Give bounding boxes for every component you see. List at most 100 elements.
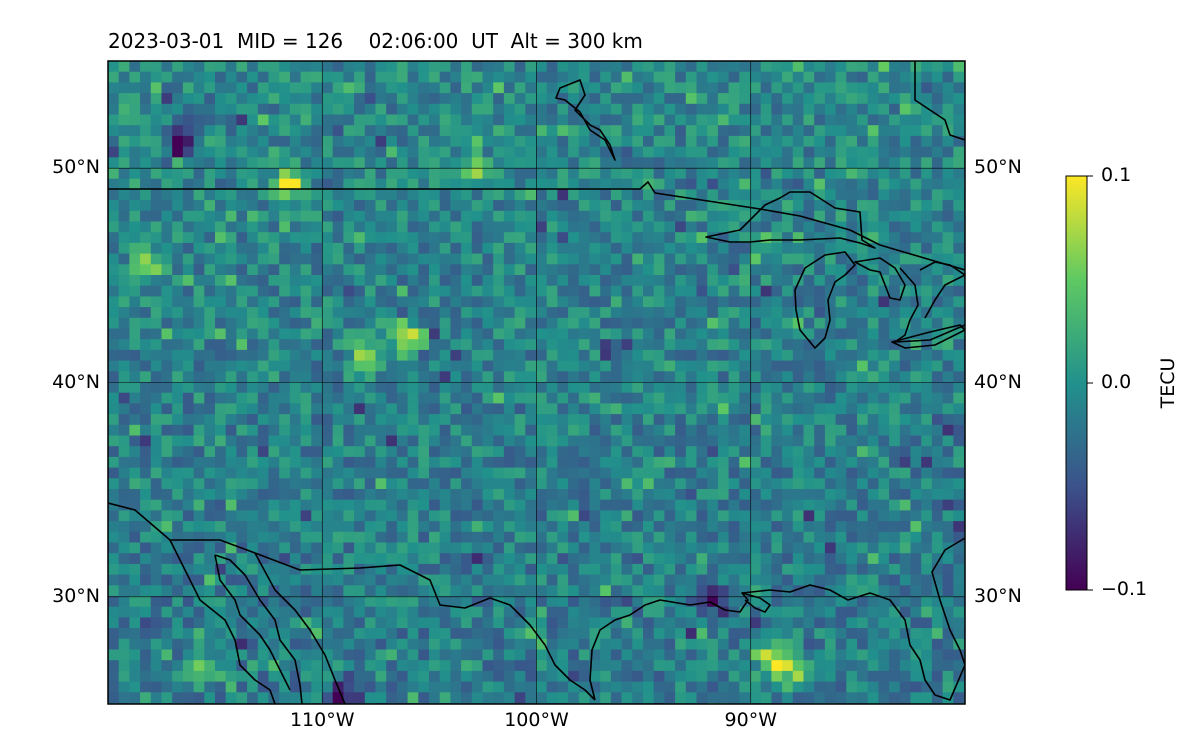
tec-cell (803, 585, 815, 597)
tec-cell (129, 617, 141, 629)
tec-cell (857, 638, 869, 650)
tec-cell (429, 456, 441, 469)
tec-cell (653, 446, 665, 458)
tec-cell (450, 103, 462, 115)
tec-cell (429, 510, 441, 522)
tec-cell (289, 628, 302, 640)
tec-cell (418, 135, 430, 148)
tec-cell (429, 339, 441, 351)
tec-cell (696, 649, 708, 661)
tec-cell (461, 307, 473, 319)
tec-cell (493, 692, 505, 704)
colorbar-tick-label: −0.1 (1101, 578, 1148, 600)
tec-cell (696, 178, 708, 190)
tec-cell (867, 596, 879, 608)
tec-cell (257, 435, 269, 447)
tec-cell (814, 392, 826, 404)
tec-cell (493, 606, 505, 618)
tec-cell (675, 521, 687, 533)
tec-cell (215, 649, 227, 661)
tec-cell (140, 125, 152, 137)
tec-cell (161, 456, 173, 469)
tec-cell (728, 253, 740, 265)
tec-cell (182, 585, 195, 597)
tec-cell (311, 660, 323, 672)
tec-cell (610, 499, 623, 511)
tec-cell (685, 424, 697, 436)
tec-cell (803, 135, 815, 148)
tec-cell (418, 617, 430, 629)
tec-cell (343, 499, 355, 511)
tec-cell (536, 542, 548, 554)
tec-cell (311, 349, 323, 362)
tec-cell (557, 574, 569, 586)
tec-cell (118, 392, 130, 404)
tec-cell (450, 71, 462, 83)
tec-cell (803, 446, 815, 458)
tec-cell (386, 478, 398, 490)
tec-cell (354, 307, 366, 319)
tec-cell (653, 531, 665, 543)
tec-cell (118, 382, 130, 394)
georgian-bay-shore (919, 261, 965, 319)
tec-cell (204, 221, 216, 233)
tec-cell (846, 103, 858, 115)
tec-cell (236, 456, 248, 469)
tec-cell (482, 574, 494, 586)
tec-cell (461, 339, 473, 351)
tec-cell (300, 125, 312, 137)
tec-cell (942, 189, 954, 201)
tec-cell (429, 178, 441, 190)
tec-cell (215, 232, 227, 244)
tec-cell (503, 670, 516, 683)
tec-cell (792, 296, 804, 308)
tec-cell (643, 574, 655, 586)
tec-cell (108, 71, 120, 83)
tec-cell (621, 638, 633, 650)
tec-cell (172, 200, 184, 212)
tec-cell (279, 553, 291, 565)
tec-cell (332, 264, 344, 276)
tec-cell (578, 253, 590, 265)
tec-cell (108, 210, 120, 222)
tec-cell (172, 628, 184, 640)
tec-cell (150, 232, 162, 244)
tec-cell (375, 414, 387, 426)
tec-cell (643, 649, 655, 661)
tec-cell (375, 264, 387, 276)
tec-cell (225, 414, 237, 426)
tec-cell (557, 168, 569, 180)
tec-cell (493, 339, 505, 351)
tec-cell (760, 232, 772, 244)
tec-cell (225, 467, 237, 479)
tec-cell (739, 135, 751, 148)
tec-cell (182, 510, 195, 522)
tec-cell (268, 585, 280, 597)
tec-cell (332, 285, 344, 297)
tec-cell (750, 542, 762, 554)
tec-cell (750, 489, 762, 501)
tec-cell (289, 178, 302, 190)
tec-cell (182, 200, 195, 212)
tec-cell (867, 446, 879, 458)
tec-cell (525, 628, 537, 640)
tec-cell (931, 510, 944, 522)
tec-cell (407, 521, 419, 533)
tec-cell (910, 349, 922, 362)
tec-cell (610, 317, 623, 329)
tec-cell (814, 446, 826, 458)
tec-cell (439, 221, 451, 233)
tec-cell (578, 638, 590, 650)
tec-cell (814, 435, 826, 447)
tec-cell (161, 232, 173, 244)
tec-cell (696, 210, 708, 222)
tec-cell (653, 649, 665, 661)
tec-cell (311, 692, 323, 704)
tec-cell (236, 670, 248, 683)
tec-cell (782, 521, 794, 533)
tec-cell (482, 489, 494, 501)
tec-cell (536, 467, 548, 479)
tec-cell (782, 253, 794, 265)
tec-cell (450, 414, 462, 426)
tec-cell (450, 61, 462, 73)
